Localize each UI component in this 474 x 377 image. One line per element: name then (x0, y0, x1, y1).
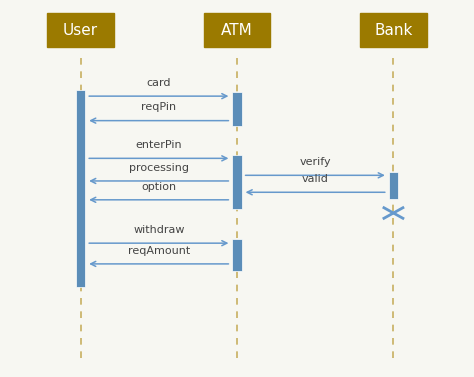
Bar (389, 172, 398, 199)
Bar (232, 92, 242, 126)
Text: enterPin: enterPin (136, 140, 182, 150)
Text: Bank: Bank (374, 23, 412, 38)
Text: option: option (141, 181, 176, 192)
Text: reqPin: reqPin (141, 102, 176, 112)
Text: ATM: ATM (221, 23, 253, 38)
Text: verify: verify (300, 157, 331, 167)
FancyBboxPatch shape (360, 13, 427, 47)
Bar (76, 90, 85, 287)
Text: processing: processing (129, 162, 189, 173)
Text: card: card (146, 78, 171, 88)
Text: withdraw: withdraw (133, 225, 184, 235)
Bar (232, 155, 242, 209)
Text: valid: valid (302, 174, 328, 184)
Bar (232, 239, 242, 271)
FancyBboxPatch shape (204, 13, 270, 47)
Text: reqAmount: reqAmount (128, 245, 190, 256)
Text: User: User (63, 23, 98, 38)
FancyBboxPatch shape (47, 13, 114, 47)
